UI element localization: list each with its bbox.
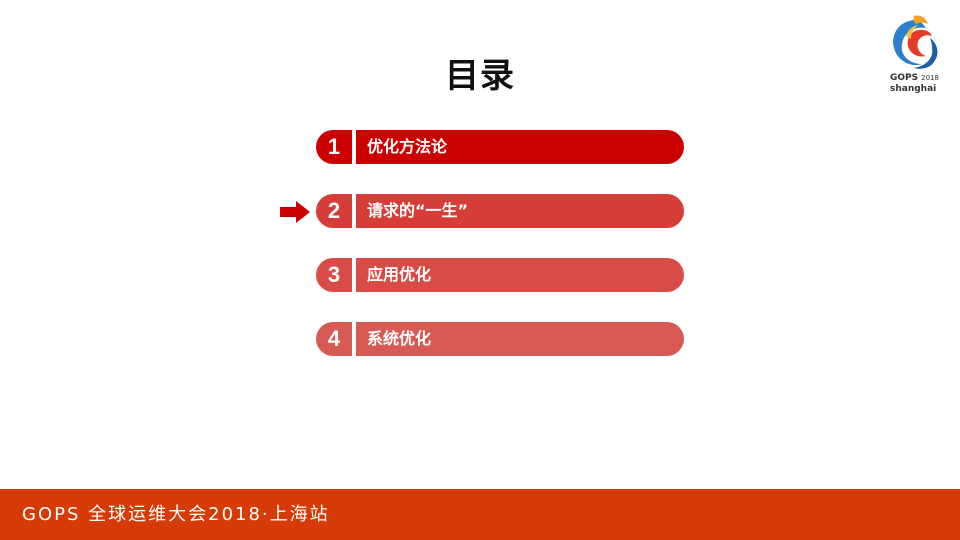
logo-brand-text: GOPS 2018 (890, 73, 950, 83)
toc-label-bar: 应用优化 (356, 258, 684, 292)
toc-item-1[interactable]: 1 优化方法论 (316, 130, 684, 164)
toc-number: 4 (316, 322, 352, 356)
toc-item-3[interactable]: 3 应用优化 (316, 258, 684, 292)
toc-number: 3 (316, 258, 352, 292)
toc-divider (352, 194, 356, 228)
page-title: 目录 (445, 56, 515, 96)
toc-divider (352, 322, 356, 356)
footer-bar: GOPS 全球运维大会2018·上海站 (0, 489, 960, 540)
gops-logo: GOPS 2018 shanghai (884, 14, 948, 94)
logo-year: 2018 (921, 74, 939, 82)
toc-label-bar: 请求的“一生” (356, 194, 684, 228)
toc-number: 1 (316, 130, 352, 164)
toc-label: 应用优化 (367, 265, 432, 284)
arrow-right-icon (280, 201, 310, 223)
toc-item-4[interactable]: 4 系统优化 (316, 322, 684, 356)
toc-label: 请求的“一生” (367, 201, 469, 220)
logo-brand: GOPS (890, 73, 919, 83)
toc-label: 系统优化 (367, 329, 432, 348)
toc-number: 2 (316, 194, 352, 228)
toc-divider (352, 258, 356, 292)
toc-label-bar: 系统优化 (356, 322, 684, 356)
gops-swirl-icon (893, 15, 938, 69)
footer-text: GOPS 全球运维大会2018·上海站 (22, 504, 330, 525)
toc-divider (352, 130, 356, 164)
toc-label: 优化方法论 (367, 137, 448, 156)
toc-item-2[interactable]: 2 请求的“一生” (316, 194, 684, 228)
logo-city: shanghai (890, 84, 937, 94)
toc-label-bar: 优化方法论 (356, 130, 684, 164)
